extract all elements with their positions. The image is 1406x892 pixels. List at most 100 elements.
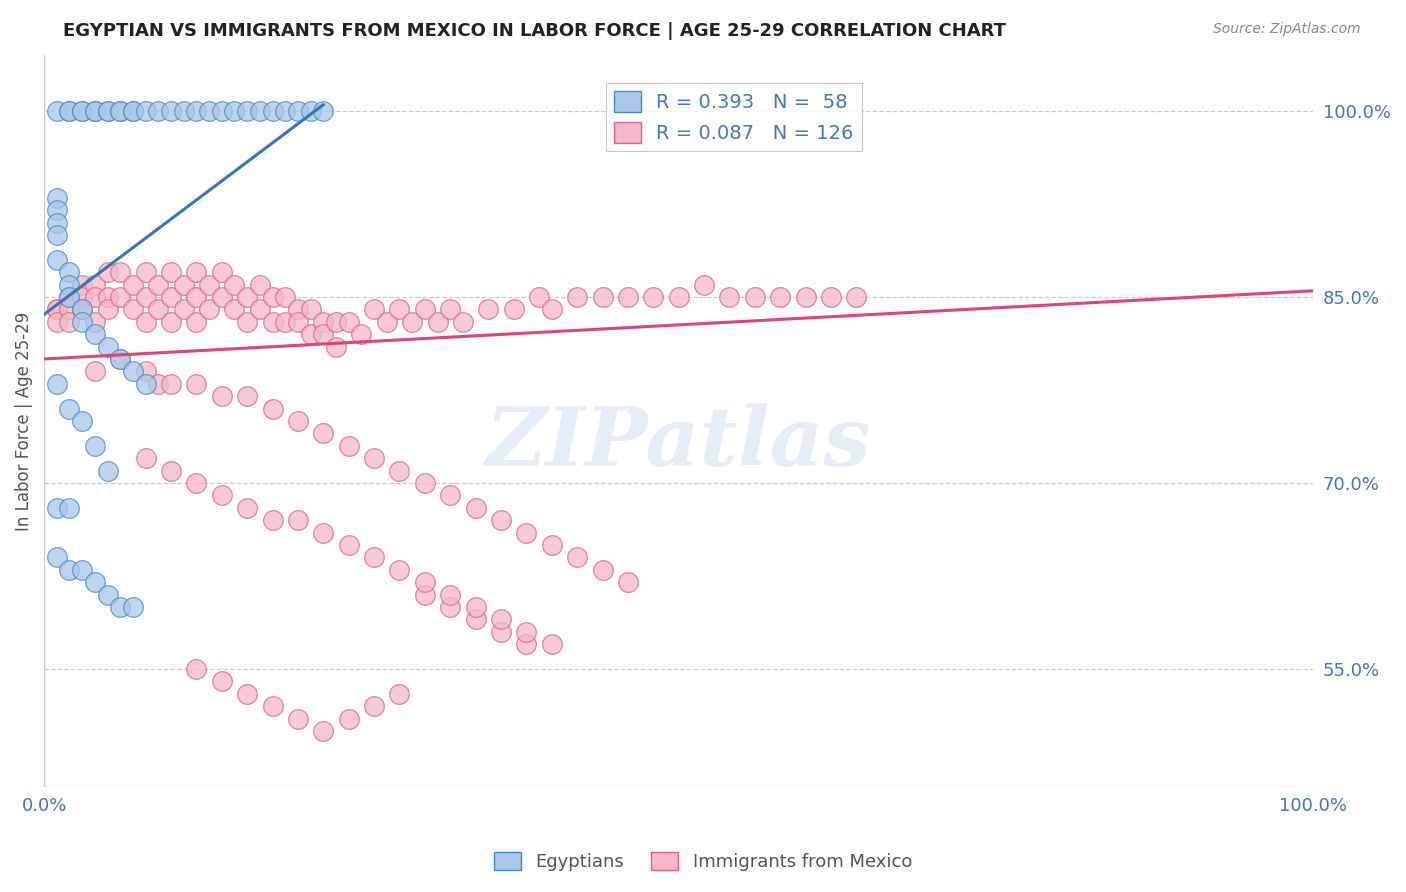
Point (83, 364, 105, 378)
Point (325, 315, 347, 329)
Point (224, 103, 246, 118)
Point (820, 290, 842, 304)
Point (464, 612, 486, 626)
Point (122, 600, 145, 615)
Point (262, 290, 284, 304)
Point (70, 290, 93, 304)
Point (122, 277, 145, 292)
Point (58, 103, 80, 118)
Point (135, 376, 157, 391)
Point (45, 315, 67, 329)
Point (337, 538, 360, 552)
Point (135, 364, 157, 378)
Point (45, 103, 67, 118)
Point (489, 612, 512, 626)
Point (83, 103, 105, 118)
Point (70, 302, 93, 317)
Point (262, 401, 284, 416)
Point (274, 290, 297, 304)
Point (464, 500, 486, 515)
Point (401, 315, 423, 329)
Point (135, 103, 157, 118)
Point (58, 290, 80, 304)
Point (236, 500, 259, 515)
Point (97, 265, 120, 279)
Point (287, 302, 309, 317)
Point (287, 414, 309, 428)
Point (718, 290, 741, 304)
Point (325, 340, 347, 354)
Point (350, 327, 373, 342)
Text: ZIPatlas: ZIPatlas (486, 403, 872, 483)
Point (540, 302, 562, 317)
Point (45, 252, 67, 267)
Point (489, 624, 512, 639)
Legend: Egyptians, Immigrants from Mexico: Egyptians, Immigrants from Mexico (486, 845, 920, 879)
Point (45, 550, 67, 565)
Point (122, 364, 145, 378)
Point (337, 439, 360, 453)
Point (502, 302, 524, 317)
Point (45, 500, 67, 515)
Point (45, 376, 67, 391)
Point (312, 103, 335, 118)
Point (287, 712, 309, 726)
Point (540, 637, 562, 651)
Point (337, 315, 360, 329)
Point (198, 103, 221, 118)
Point (617, 290, 640, 304)
Point (388, 302, 411, 317)
Point (97, 464, 120, 478)
Point (211, 389, 233, 403)
Point (363, 302, 385, 317)
Point (299, 327, 322, 342)
Point (249, 277, 271, 292)
Point (83, 315, 105, 329)
Point (211, 265, 233, 279)
Point (58, 265, 80, 279)
Point (299, 103, 322, 118)
Point (274, 315, 297, 329)
Point (439, 302, 461, 317)
Point (122, 103, 145, 118)
Point (110, 103, 132, 118)
Point (135, 315, 157, 329)
Point (413, 475, 436, 490)
Point (160, 265, 183, 279)
Point (110, 103, 132, 118)
Point (565, 550, 588, 565)
Point (515, 637, 537, 651)
Point (224, 302, 246, 317)
Point (236, 290, 259, 304)
Point (186, 376, 208, 391)
Point (262, 699, 284, 714)
Point (299, 302, 322, 317)
Point (186, 265, 208, 279)
Point (58, 290, 80, 304)
Point (515, 525, 537, 540)
Point (173, 103, 195, 118)
Point (668, 290, 690, 304)
Point (451, 315, 474, 329)
Point (110, 351, 132, 366)
Point (198, 302, 221, 317)
Point (439, 600, 461, 615)
Point (211, 488, 233, 502)
Point (83, 327, 105, 342)
Point (160, 315, 183, 329)
Point (186, 103, 208, 118)
Point (643, 290, 665, 304)
Point (312, 426, 335, 441)
Point (97, 588, 120, 602)
Point (160, 290, 183, 304)
Point (312, 327, 335, 342)
Point (287, 315, 309, 329)
Point (83, 290, 105, 304)
Point (97, 340, 120, 354)
Point (70, 103, 93, 118)
Text: EGYPTIAN VS IMMIGRANTS FROM MEXICO IN LABOR FORCE | AGE 25-29 CORRELATION CHART: EGYPTIAN VS IMMIGRANTS FROM MEXICO IN LA… (63, 22, 1007, 40)
Point (58, 315, 80, 329)
Point (97, 290, 120, 304)
Point (413, 575, 436, 590)
Point (70, 414, 93, 428)
